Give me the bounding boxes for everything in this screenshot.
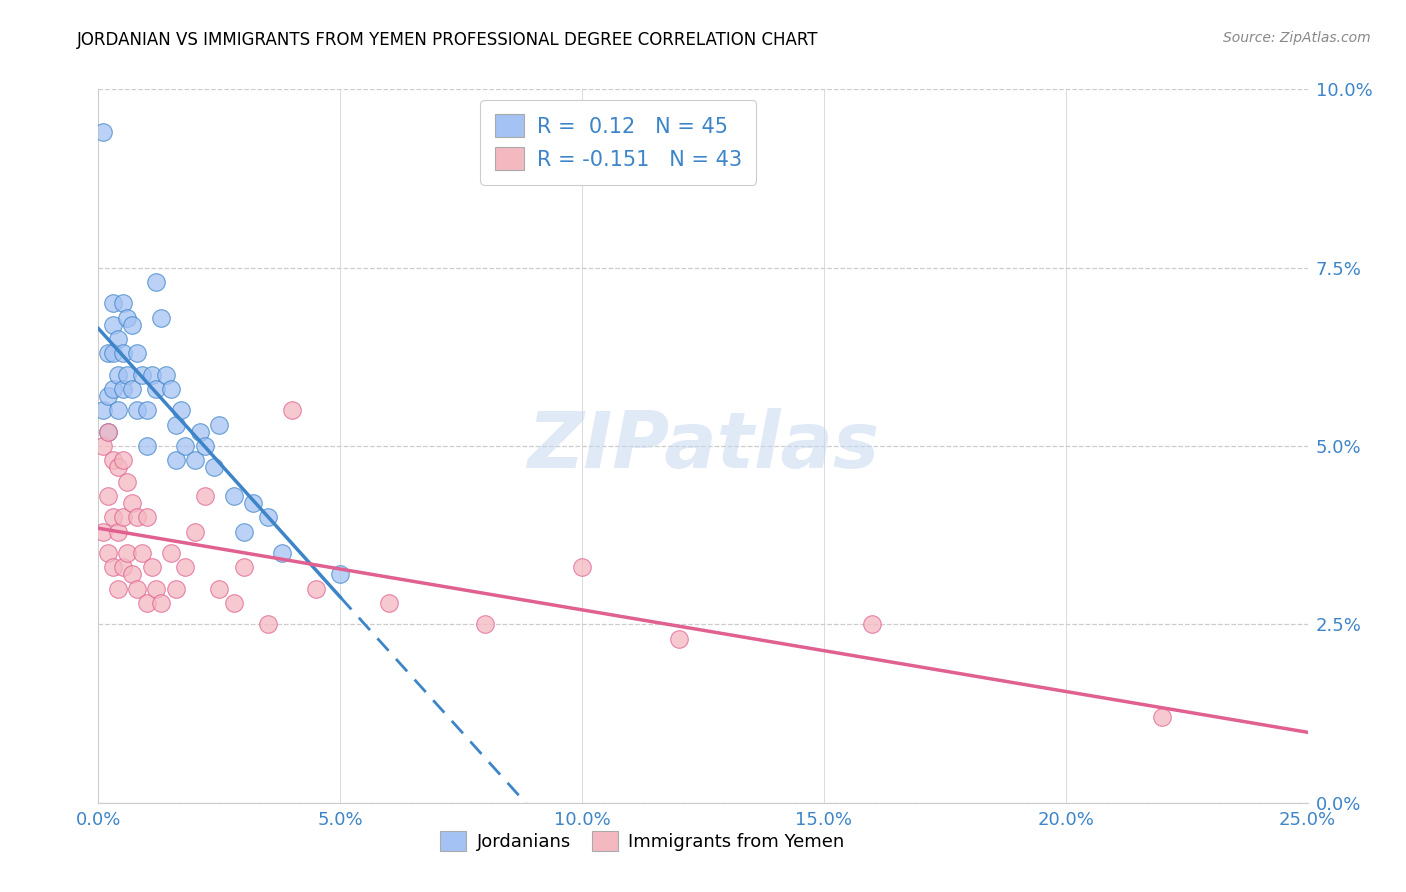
Point (97, 389, 120, 403)
Point (97, 346, 120, 360)
Point (174, 560, 197, 574)
Point (271, 546, 294, 560)
Point (165, 453, 187, 467)
Point (101, 510, 124, 524)
Point (377, 596, 399, 610)
Point (204, 460, 226, 475)
Point (194, 489, 217, 503)
Point (141, 368, 163, 382)
Point (91, 403, 114, 417)
Point (107, 332, 129, 346)
Point (194, 439, 217, 453)
Point (107, 403, 129, 417)
Point (145, 275, 167, 289)
Legend: Jordanians, Immigrants from Yemen: Jordanians, Immigrants from Yemen (433, 823, 852, 858)
Point (160, 546, 183, 560)
Point (117, 475, 139, 489)
Point (97, 489, 120, 503)
Y-axis label: Professional Degree: Professional Degree (0, 356, 8, 536)
Point (91, 524, 114, 539)
Point (91, 125, 114, 139)
Point (111, 510, 134, 524)
Point (107, 524, 129, 539)
Point (571, 560, 593, 574)
Point (97, 425, 120, 439)
Point (101, 560, 124, 574)
Point (117, 310, 139, 325)
Point (111, 453, 134, 467)
Point (127, 403, 149, 417)
Text: JORDANIAN VS IMMIGRANTS FROM YEMEN PROFESSIONAL DEGREE CORRELATION CHART: JORDANIAN VS IMMIGRANTS FROM YEMEN PROFE… (77, 31, 818, 49)
Point (256, 510, 278, 524)
Point (150, 310, 173, 325)
Point (101, 382, 124, 396)
Point (135, 510, 157, 524)
Point (174, 439, 197, 453)
Point (101, 453, 124, 467)
Point (141, 560, 163, 574)
Point (232, 524, 254, 539)
Point (107, 582, 129, 596)
Point (111, 560, 134, 574)
Point (165, 417, 187, 432)
Point (117, 546, 139, 560)
Point (860, 617, 883, 632)
Point (281, 403, 304, 417)
Point (97, 425, 120, 439)
Point (184, 453, 207, 467)
Point (101, 318, 124, 332)
Point (184, 524, 207, 539)
Point (242, 496, 264, 510)
Point (208, 417, 231, 432)
Point (101, 296, 124, 310)
Point (117, 368, 139, 382)
Point (150, 596, 173, 610)
Point (91, 439, 114, 453)
Point (111, 346, 134, 360)
Point (135, 596, 157, 610)
Point (135, 403, 157, 417)
Point (305, 582, 328, 596)
Point (127, 582, 149, 596)
Text: Source: ZipAtlas.com: Source: ZipAtlas.com (1223, 31, 1371, 45)
Point (121, 318, 143, 332)
Point (145, 382, 167, 396)
Point (160, 382, 183, 396)
Point (208, 582, 231, 596)
Point (232, 560, 254, 574)
Point (188, 425, 211, 439)
Point (121, 496, 143, 510)
Point (107, 368, 129, 382)
Text: ZIPatlas: ZIPatlas (527, 408, 879, 484)
Point (101, 346, 124, 360)
Point (169, 403, 191, 417)
Point (131, 546, 153, 560)
Point (111, 382, 134, 396)
Point (121, 567, 143, 582)
Point (145, 582, 167, 596)
Point (121, 382, 143, 396)
Point (165, 582, 187, 596)
Point (111, 296, 134, 310)
Point (127, 346, 149, 360)
Point (668, 632, 690, 646)
Point (127, 510, 149, 524)
Point (1152, 710, 1174, 724)
Point (474, 617, 496, 632)
Point (107, 460, 129, 475)
Point (222, 596, 245, 610)
Point (155, 368, 177, 382)
Point (256, 617, 278, 632)
Point (222, 489, 245, 503)
Point (329, 567, 352, 582)
Point (131, 368, 153, 382)
Point (135, 439, 157, 453)
Point (97, 546, 120, 560)
